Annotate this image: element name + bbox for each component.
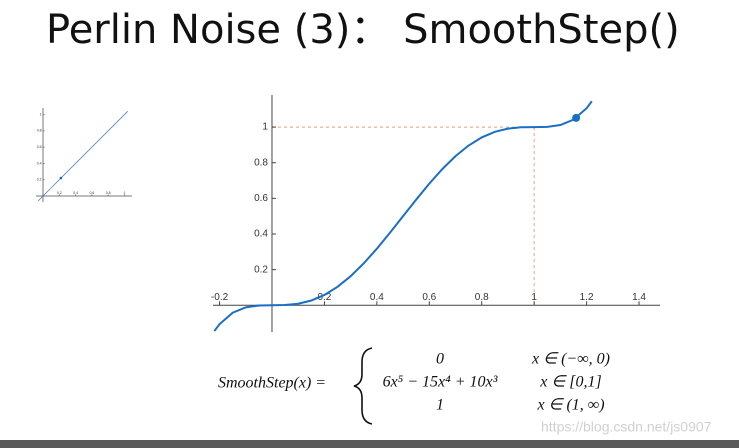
case-expr: 1	[436, 397, 444, 414]
y-tick-label: 0.2	[254, 264, 268, 275]
case-expr: 0	[436, 351, 444, 368]
x-tick-label: 0.4	[370, 292, 384, 303]
data-point	[572, 113, 581, 122]
case-cond: x ∈ (1, ∞)	[536, 397, 604, 414]
data-line	[37, 110, 129, 202]
x-tick-label: 1.4	[632, 292, 646, 303]
y-tick-label: 0.6	[37, 145, 42, 149]
y-tick-label: 0.4	[254, 229, 268, 240]
x-tick-label: 0.2	[317, 292, 331, 303]
y-tick-label: 0.6	[254, 193, 268, 204]
bottom-bar	[0, 440, 739, 448]
watermark: https://blog.csdn.net/js0907	[541, 419, 712, 435]
case-expr: 6x⁵ − 15x⁴ + 10x³	[383, 374, 498, 391]
case-cond: x ∈ (−∞, 0)	[531, 351, 610, 368]
x-tick-label: 0.6	[422, 292, 436, 303]
y-tick-label: 0.4	[37, 161, 42, 165]
y-tick-label: 0.2	[37, 178, 42, 182]
y-tick-label: 0.8	[254, 157, 268, 168]
y-tick-label: 1	[262, 122, 268, 133]
x-tick-label: 0.6	[89, 191, 94, 195]
x-tick-label: -0.2	[211, 292, 229, 303]
formula-brace	[353, 347, 373, 425]
x-tick-label: 0.8	[106, 191, 111, 195]
x-tick-label: 0.4	[73, 191, 78, 195]
y-tick-label: 0.8	[37, 129, 42, 133]
y-tick-label: 1	[40, 112, 42, 116]
x-tick-label: 0.8	[475, 292, 489, 303]
slide-title: Perlin Noise (3)： SmoothStep()	[46, 7, 680, 53]
x-tick-label: 1	[124, 191, 126, 195]
data-point	[59, 176, 63, 180]
data-line	[213, 100, 593, 332]
case-cond: x ∈ [0,1]	[539, 374, 602, 391]
x-tick-label: 1.2	[580, 292, 594, 303]
x-tick-label: 1	[531, 292, 537, 303]
formula-lhs: SmoothStep(x) =	[218, 375, 326, 392]
x-tick-label: 0.2	[57, 191, 62, 195]
